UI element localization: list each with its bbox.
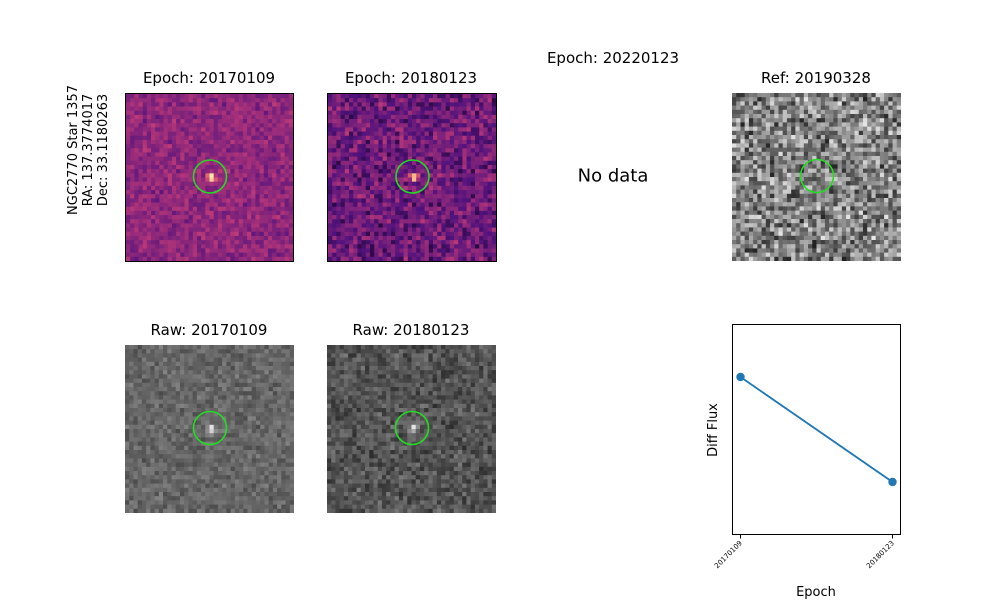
aperture-circle bbox=[799, 158, 835, 194]
aperture-circle bbox=[192, 410, 228, 446]
light-curve-svg: 20170109 20180123 Diff Flux Epoch bbox=[706, 324, 901, 600]
y-axis-label: Diff Flux bbox=[706, 403, 721, 457]
raw1-image bbox=[125, 345, 294, 513]
ref-image bbox=[732, 93, 901, 261]
epoch1-title: Epoch: 20170109 bbox=[142, 69, 276, 87]
star-dec: Dec: 33.1180263 bbox=[96, 93, 111, 207]
epoch1-diff-image-canvas bbox=[126, 94, 293, 261]
aperture-circle bbox=[395, 159, 430, 194]
epoch2-diff-image bbox=[327, 93, 497, 262]
data-point bbox=[736, 372, 745, 382]
raw2-title: Raw: 20180123 bbox=[352, 321, 470, 339]
x-tick-label: 20180123 bbox=[865, 539, 896, 570]
series-line bbox=[739, 376, 894, 483]
star-name: NGC2770 Star 1357 bbox=[66, 85, 81, 215]
plot-frame bbox=[732, 324, 901, 535]
ref-title: Ref: 20190328 bbox=[761, 69, 871, 87]
aperture-circle bbox=[192, 159, 228, 194]
epoch1-diff-image bbox=[125, 93, 294, 262]
no-data-message: No data bbox=[577, 165, 649, 187]
star-label: NGC2770 Star 1357 RA: 137.3774017 Dec: 3… bbox=[66, 40, 111, 260]
star-ra: RA: 137.3774017 bbox=[81, 93, 96, 207]
aperture-circle bbox=[394, 410, 430, 446]
raw1-image-canvas bbox=[125, 345, 294, 513]
raw1-title: Raw: 20170109 bbox=[150, 321, 268, 339]
light-curve-chart: 20170109 20180123 Diff Flux Epoch bbox=[700, 300, 960, 600]
data-point bbox=[888, 477, 897, 487]
epoch2-diff-image-canvas bbox=[328, 94, 496, 261]
raw2-image bbox=[327, 345, 496, 513]
x-axis-label: Epoch bbox=[796, 585, 836, 600]
epoch2-title: Epoch: 20180123 bbox=[344, 69, 478, 87]
ref-image-canvas bbox=[732, 93, 901, 261]
raw2-image-canvas bbox=[327, 345, 496, 513]
x-tick-label: 20170109 bbox=[713, 539, 744, 570]
epoch3-title: Epoch: 20220123 bbox=[546, 49, 680, 67]
